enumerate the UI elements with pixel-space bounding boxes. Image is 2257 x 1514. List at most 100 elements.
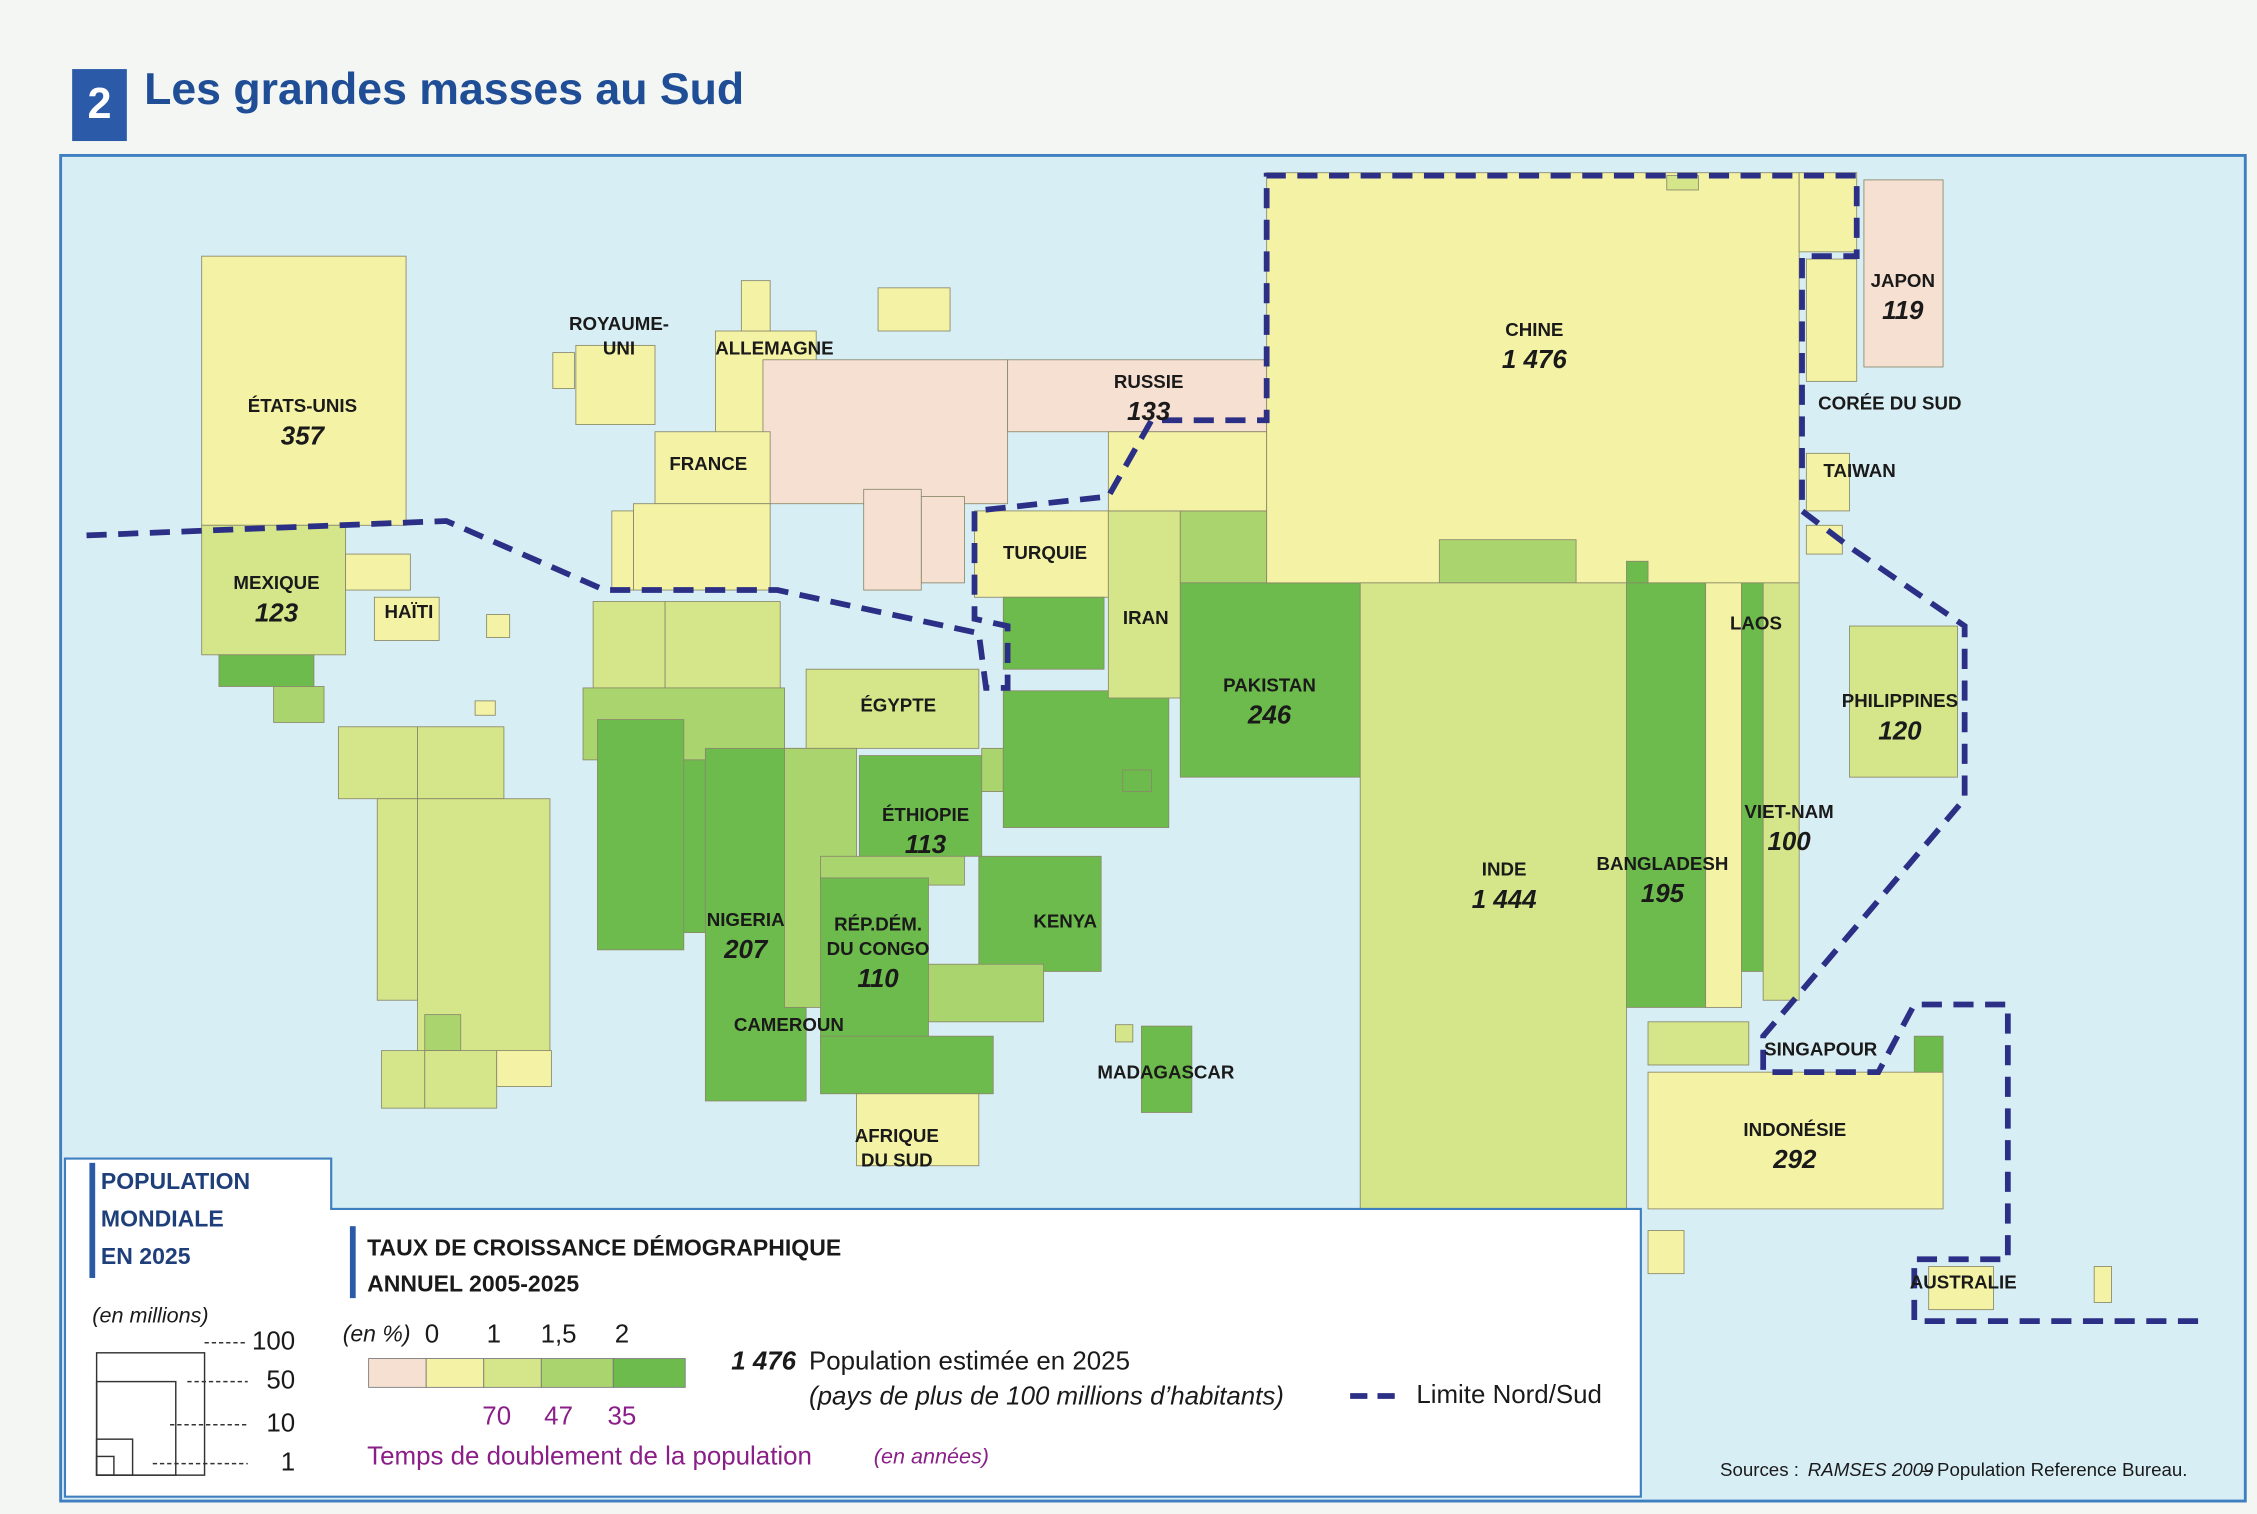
country-name: LAOS bbox=[1730, 613, 1782, 634]
country-name: BANGLADESH bbox=[1596, 853, 1728, 874]
country-block bbox=[1007, 359, 1268, 433]
country-block bbox=[1647, 1071, 1944, 1210]
country-name: JAPON bbox=[1871, 270, 1935, 291]
country-block bbox=[1002, 596, 1105, 670]
country-name: SINGAPOUR bbox=[1764, 1039, 1878, 1060]
growth-class bbox=[540, 1358, 614, 1388]
country-block bbox=[424, 1050, 498, 1109]
country-block bbox=[1115, 1024, 1134, 1043]
example-text: Population estimée en 2025 bbox=[809, 1348, 1130, 1376]
country-name: INDONÉSIE bbox=[1743, 1119, 1846, 1140]
country-block bbox=[978, 855, 1102, 972]
country-block bbox=[424, 1014, 462, 1052]
country-population: 113 bbox=[905, 831, 947, 859]
legend-panel bbox=[63, 1157, 1642, 1498]
country-name: DU CONGO bbox=[827, 938, 930, 959]
country-block bbox=[345, 553, 411, 591]
legend-title: EN 2025 bbox=[101, 1243, 191, 1269]
country-population: 292 bbox=[1772, 1146, 1817, 1174]
example-note: (pays de plus de 100 millions d’habitant… bbox=[809, 1382, 1284, 1410]
country-block bbox=[218, 654, 315, 687]
country-block bbox=[1107, 431, 1268, 512]
country-block bbox=[877, 287, 951, 332]
threshold-label: 0 bbox=[425, 1320, 439, 1348]
legend-unit: (en millions) bbox=[92, 1303, 208, 1328]
threshold-label: 1 bbox=[487, 1320, 501, 1348]
scale-label: 1 bbox=[281, 1448, 295, 1476]
country-block bbox=[1928, 1266, 1994, 1311]
country-name: ÉTATS-UNIS bbox=[248, 395, 357, 416]
country-block bbox=[1762, 582, 1800, 1001]
threshold-label: 1,5 bbox=[541, 1320, 577, 1348]
country-block bbox=[920, 496, 965, 584]
north-south-line bbox=[86, 172, 2210, 1325]
country-block bbox=[1359, 582, 1627, 1325]
country-block bbox=[376, 798, 418, 1001]
country-name: CORÉE DU SUD bbox=[1818, 392, 1961, 413]
doubling-caption: Temps de doublement de la population bbox=[367, 1443, 812, 1471]
country-name: FRANCE bbox=[669, 453, 747, 474]
country-block bbox=[1863, 179, 1944, 368]
country-block bbox=[486, 614, 511, 638]
country-block bbox=[856, 1093, 980, 1167]
country-block bbox=[981, 747, 1004, 792]
figure-number: 2 bbox=[87, 80, 111, 128]
legend-accent bbox=[349, 1226, 356, 1299]
source-rest: – Population Reference Bureau. bbox=[1921, 1459, 2187, 1480]
country-name: KENYA bbox=[1033, 910, 1097, 931]
country-block bbox=[2093, 1266, 2112, 1303]
country-block bbox=[1141, 1025, 1193, 1113]
country-name: AFRIQUE bbox=[855, 1125, 939, 1146]
country-block bbox=[474, 700, 496, 716]
country-name: ALLEMAGNE bbox=[715, 338, 833, 359]
country-block bbox=[201, 524, 347, 656]
country-block bbox=[575, 344, 656, 425]
country-block bbox=[664, 601, 781, 689]
country-name: ÉGYPTE bbox=[860, 695, 936, 716]
doubling-unit: (en années) bbox=[874, 1444, 989, 1469]
country-population: 100 bbox=[1767, 828, 1811, 856]
country-population: 1 476 bbox=[1502, 346, 1567, 374]
country-name: UNI bbox=[603, 338, 635, 359]
country-population: 207 bbox=[723, 936, 769, 964]
country-block bbox=[1647, 1230, 1685, 1275]
example-value: 1 476 bbox=[731, 1348, 796, 1376]
scale-label: 100 bbox=[252, 1328, 295, 1356]
country-block bbox=[1179, 582, 1361, 778]
country-block bbox=[654, 431, 771, 505]
growth-class bbox=[483, 1358, 542, 1388]
north-south-label: Limite Nord/Sud bbox=[1416, 1381, 1602, 1409]
country-name: CHINE bbox=[1505, 319, 1563, 340]
country-population: 120 bbox=[1878, 717, 1922, 745]
legend-unit: (en %) bbox=[343, 1321, 411, 1347]
country-population: 195 bbox=[1641, 880, 1685, 908]
figure-number-box bbox=[72, 69, 127, 142]
country-name: PHILIPPINES bbox=[1842, 690, 1958, 711]
source-prefix: Sources : bbox=[1720, 1459, 1799, 1480]
country-block bbox=[740, 280, 771, 332]
country-block bbox=[1798, 172, 1858, 253]
country-block bbox=[863, 488, 922, 591]
country-population: 119 bbox=[1882, 297, 1924, 325]
legend-square bbox=[95, 1455, 115, 1476]
country-block bbox=[1805, 452, 1850, 512]
country-block bbox=[928, 963, 1045, 1023]
country-block bbox=[1107, 510, 1181, 699]
country-block bbox=[592, 601, 666, 689]
country-name: TURQUIE bbox=[1003, 542, 1087, 563]
country-name: IRAN bbox=[1123, 607, 1169, 628]
country-block bbox=[496, 1050, 552, 1088]
legend-title: MONDIALE bbox=[101, 1205, 224, 1231]
country-block bbox=[611, 510, 634, 591]
legend-title: POPULATION bbox=[101, 1168, 250, 1194]
country-block bbox=[1647, 1021, 1750, 1066]
country-block bbox=[1626, 582, 1707, 1008]
country-name: MADAGASCAR bbox=[1097, 1062, 1235, 1083]
threshold-label: 2 bbox=[615, 1320, 629, 1348]
growth-class bbox=[425, 1358, 485, 1388]
country-name: RÉP.DÉM. bbox=[834, 913, 922, 934]
country-block bbox=[1849, 625, 1958, 778]
country-blocks bbox=[201, 172, 2112, 1325]
country-name: HAÏTI bbox=[385, 601, 434, 622]
